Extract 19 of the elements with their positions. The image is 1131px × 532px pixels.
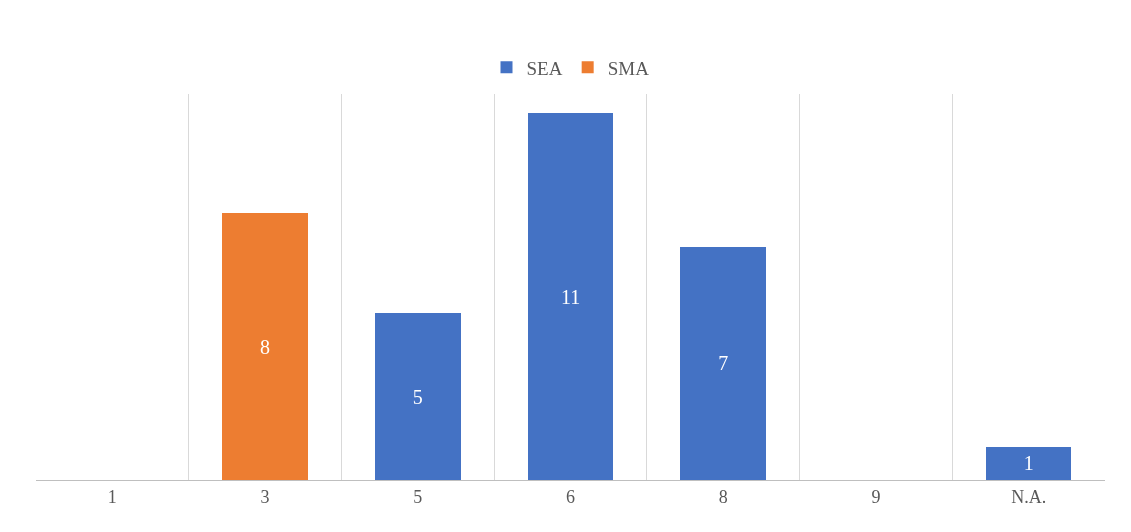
x-tick-label: 5: [413, 486, 423, 507]
data-label: 5: [412, 385, 423, 408]
bar: [985, 446, 1072, 480]
x-tick-label: 6: [566, 486, 575, 507]
data-label: 8: [260, 335, 271, 358]
x-tick-label: 1: [107, 486, 117, 507]
data-label: 1: [1023, 452, 1034, 475]
legend-label: SEA: [526, 57, 563, 79]
x-tick-label: 3: [260, 486, 270, 507]
data-label: 7: [718, 352, 729, 375]
bar: [375, 313, 461, 480]
x-tick-label: 9: [871, 486, 881, 507]
x-tick-label: N.A.: [1011, 486, 1047, 507]
x-tick-label: 8: [718, 486, 728, 507]
bar: [527, 113, 614, 480]
bar: [680, 246, 766, 480]
bar: [222, 213, 308, 480]
legend-label: SMA: [607, 57, 650, 79]
data-label: 11: [560, 285, 581, 308]
